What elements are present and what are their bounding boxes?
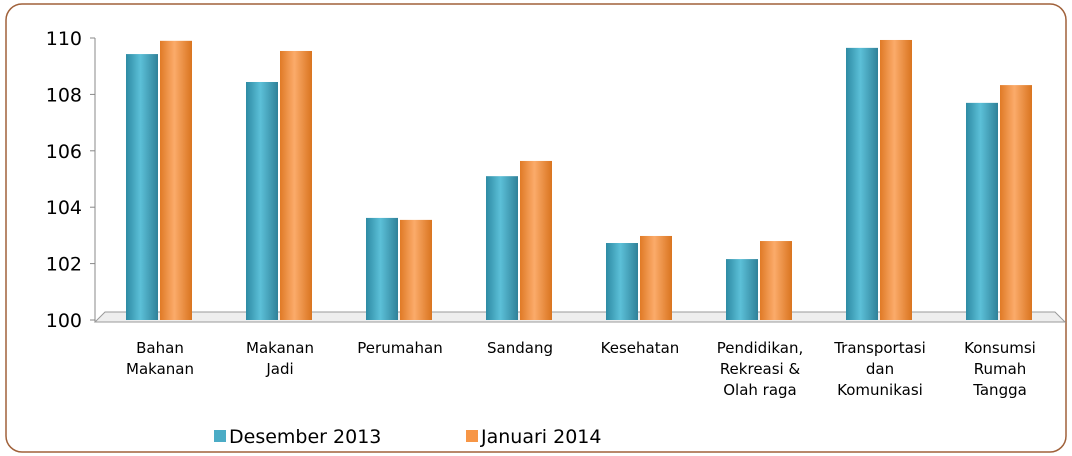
bar bbox=[1000, 85, 1032, 321]
bar bbox=[640, 235, 672, 320]
bar bbox=[880, 39, 912, 320]
bar bbox=[280, 50, 312, 321]
floor bbox=[93, 311, 1067, 323]
bar bbox=[726, 259, 758, 320]
bar bbox=[846, 47, 878, 321]
bar bbox=[966, 102, 998, 320]
x-tick-label: Sandang bbox=[487, 339, 553, 357]
legend-swatch bbox=[466, 430, 478, 442]
y-tick-label: 108 bbox=[46, 84, 82, 106]
x-tick-label: Transportasi dan Komunikasi bbox=[833, 339, 926, 399]
y-tick-label: 104 bbox=[46, 197, 82, 219]
x-tick-label: Kesehatan bbox=[601, 339, 680, 357]
x-tick-label: Pendidikan, Rekreasi & Olah raga bbox=[717, 339, 804, 399]
bar bbox=[400, 219, 432, 320]
y-tick-label: 106 bbox=[46, 141, 82, 163]
bar bbox=[606, 243, 638, 320]
x-tick-label: Makanan Jadi bbox=[246, 339, 314, 378]
bar bbox=[486, 176, 518, 320]
x-tick-label: Konsumsi Rumah Tangga bbox=[964, 339, 1036, 399]
bar bbox=[366, 217, 398, 320]
x-tick-label: Bahan Makanan bbox=[126, 339, 194, 378]
bar bbox=[246, 81, 278, 320]
x-tick-label: Perumahan bbox=[357, 339, 442, 357]
legend-swatch bbox=[214, 430, 226, 442]
y-tick-label: 102 bbox=[46, 254, 82, 276]
bar bbox=[760, 241, 792, 320]
bar bbox=[126, 54, 158, 320]
y-tick-label: 110 bbox=[46, 28, 82, 50]
legend-label: Desember 2013 bbox=[229, 426, 381, 448]
y-tick-label: 100 bbox=[46, 310, 82, 332]
bar bbox=[520, 160, 552, 320]
bar bbox=[160, 40, 192, 320]
legend-label: Januari 2014 bbox=[480, 426, 601, 448]
